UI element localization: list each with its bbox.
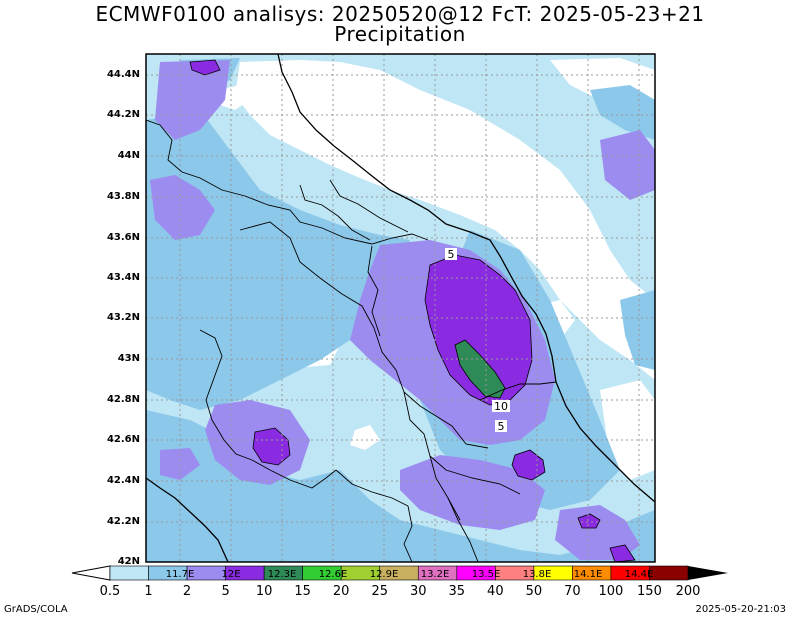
legend-color-box	[649, 565, 689, 581]
map-frame	[145, 53, 656, 563]
lon-label: 14.1E	[574, 569, 603, 580]
lon-label: 12E	[221, 569, 240, 580]
contour-label-2: 10	[494, 400, 508, 413]
lat-tick-label: 43.8N	[106, 191, 140, 202]
lat-tick-label: 44N	[117, 150, 140, 161]
legend-value-label: 20	[332, 584, 350, 599]
lat-tick-label: 42.6N	[106, 434, 140, 445]
contour-labels: 5 10 5	[445, 248, 510, 433]
lon-label: 12.9E	[370, 569, 399, 580]
legend-lon-labels: 11.7E 12E 12.3E 12.6E 12.9E 13.2E 13.5E …	[166, 569, 654, 580]
lat-tick-label: 43N	[117, 353, 140, 364]
lat-tick-label: 42.2N	[106, 516, 140, 527]
map-subtitle: Precipitation	[334, 22, 466, 46]
rain-5-10-areas	[189, 59, 636, 562]
legend-value-label: 25	[371, 584, 388, 599]
lon-label: 14.4E	[625, 569, 654, 580]
legend-value-label: 15	[294, 584, 311, 599]
lat-tick-label: 42.4N	[106, 475, 140, 486]
lat-tick-label: 42.8N	[106, 394, 140, 405]
lon-label: 11.7E	[166, 569, 195, 580]
legend-value-label: 30	[409, 584, 427, 599]
legend-color-boxes	[109, 565, 689, 581]
lat-tick-label: 44.4N	[106, 69, 140, 80]
lat-tick-label: 43.6N	[106, 232, 140, 243]
legend-value-label: 2	[182, 584, 192, 599]
legend-low-arrow	[71, 565, 111, 581]
footer-software: GrADS/COLA	[4, 604, 68, 615]
tyrrhenian-coastline	[146, 477, 229, 562]
regional-borders	[146, 119, 557, 562]
lat-tick-label: 43.2N	[106, 312, 140, 323]
legend-value-label: 35	[448, 584, 466, 599]
legend-value-label: 40	[487, 584, 504, 599]
legend-value-label: 150	[637, 584, 662, 599]
legend-value-label: 1	[144, 584, 153, 599]
map-title: ECMWF0100 analisys: 20250520@12 FcT: 202…	[95, 2, 705, 26]
lon-label: 13.5E	[472, 569, 501, 580]
legend-value-label: 70	[564, 584, 581, 599]
lat-tick-label: 44.2N	[106, 109, 140, 120]
contour-label-3: 5	[498, 420, 505, 433]
lat-tick-label: 42N	[117, 556, 140, 567]
adriatic-coastline	[277, 54, 655, 503]
legend-value-label: 0.5	[99, 584, 121, 599]
legend-color-box	[109, 565, 149, 581]
lon-label: 13.2E	[421, 569, 450, 580]
legend-value-label: 10	[255, 584, 273, 599]
legend-high-arrow	[688, 566, 728, 580]
legend-value-label: 200	[675, 584, 701, 599]
legend-value-label: 50	[525, 584, 543, 599]
lon-label: 12.3E	[268, 569, 297, 580]
footer-timestamp: 2025-05-20-21:03	[695, 604, 786, 615]
lon-label: 13.8E	[523, 569, 552, 580]
rain-10-15-area	[454, 339, 506, 399]
lon-label: 12.6E	[319, 569, 348, 580]
legend-value-label: 5	[221, 584, 230, 599]
lat-tick-label: 43.4N	[106, 272, 140, 283]
legend-value-label: 100	[598, 584, 624, 599]
contour-label-1: 5	[448, 248, 455, 261]
